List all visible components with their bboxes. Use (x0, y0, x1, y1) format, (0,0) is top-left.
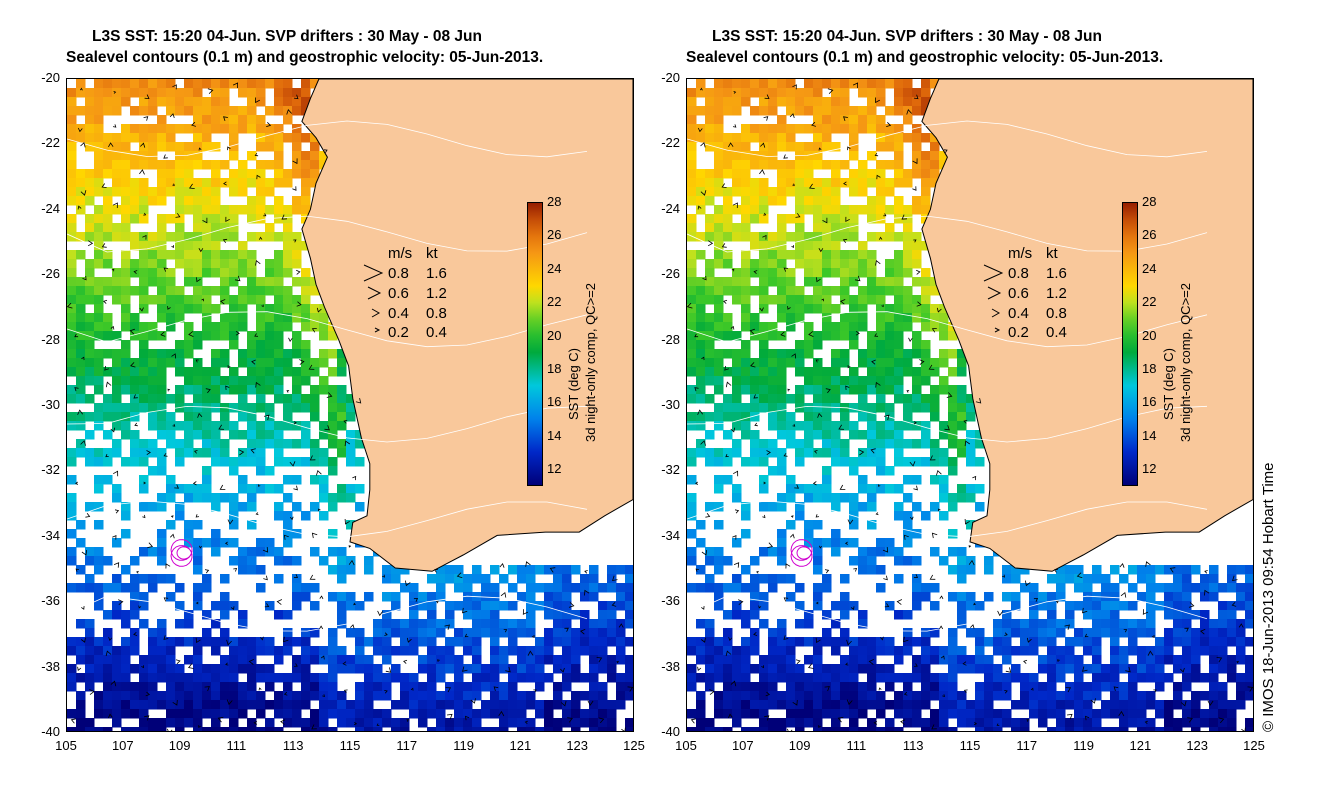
left-title-line2: Sealevel contours (0.1 m) and geostrophi… (66, 49, 544, 66)
lon-tick-label: 117 (396, 738, 418, 753)
colorbar-tick-label: 12 (547, 461, 562, 477)
colorbar-tick-label: 26 (547, 227, 562, 243)
colorbar-tick-label: 28 (547, 194, 562, 209)
colorbar-tick-label: 12 (1142, 461, 1157, 477)
legend-ms-header: m/s (388, 245, 413, 262)
colorbar-tick-label: 20 (1142, 327, 1157, 343)
colorbar-tick-label: 24 (1142, 260, 1157, 276)
lon-tick-label: 107 (731, 738, 754, 753)
right-title-line1: L3S SST: 15:20 04-Jun. SVP drifters : 30… (712, 28, 1102, 45)
colorbar-tick-label: 16 (1142, 394, 1157, 410)
colorbar-tick-label: 14 (1142, 427, 1157, 443)
right-colorbar (1122, 202, 1138, 486)
lon-tick-label: 111 (226, 738, 247, 753)
colorbar-tick-label: 18 (547, 361, 562, 377)
legend-ms-1: 0.6 (1008, 285, 1029, 302)
colorbar-tick-label: 18 (1142, 361, 1157, 377)
lat-tick-label: -30 (41, 397, 60, 412)
lat-tick-label: -22 (661, 135, 680, 151)
legend-kt-0: 1.6 (426, 265, 447, 282)
lon-tick-label: 109 (788, 738, 811, 753)
lat-tick-label: -34 (661, 527, 680, 543)
lat-tick-label: -24 (41, 200, 60, 216)
imos-credit: © IMOS 18-Jun-2013 09:54 Hobart Time (1260, 462, 1277, 732)
legend-ms-0: 0.8 (1008, 265, 1029, 282)
right-title-line2: Sealevel contours (0.1 m) and geostrophi… (686, 49, 1164, 66)
colorbar-tick-label: 20 (547, 327, 562, 343)
lat-tick-label: -24 (661, 200, 680, 216)
legend-kt-header: kt (1046, 245, 1058, 262)
right-sst-map[interactable] (686, 78, 1254, 732)
lat-tick-label: -28 (41, 331, 60, 347)
lat-tick-label: -32 (41, 462, 60, 478)
left-panel: L3S SST: 15:20 04-Jun. SVP drifters : 30… (0, 0, 645, 780)
lat-tick-label: -28 (661, 331, 680, 347)
colorbar-tick-label: 28 (1142, 194, 1157, 209)
lon-tick-label: 123 (1186, 738, 1209, 753)
legend-ms-2: 0.4 (1008, 305, 1029, 322)
lat-tick-label: -22 (41, 135, 60, 151)
legend-arrow-icons (363, 264, 384, 333)
lat-tick-label: -26 (661, 266, 680, 282)
legend-ms-1: 0.6 (388, 285, 409, 302)
lon-tick-label: 113 (282, 738, 304, 753)
lat-tick-label: -20 (661, 70, 680, 85)
lat-tick-label: -32 (661, 462, 680, 478)
legend-kt-0: 1.6 (1046, 265, 1067, 282)
lat-tick-label: -36 (41, 593, 60, 609)
left-colorbar-label-2: 3d night-only comp, QC>=2 (583, 283, 598, 442)
lon-tick-label: 105 (675, 738, 697, 753)
legend-ms-2: 0.4 (388, 305, 409, 322)
lon-tick-label: 107 (111, 738, 134, 753)
lon-tick-label: 125 (1243, 738, 1265, 753)
lon-tick-label: 121 (1129, 738, 1152, 753)
colorbar-tick-label: 16 (547, 394, 562, 410)
colorbar-tick-label: 24 (547, 260, 562, 276)
lat-tick-label: -20 (41, 70, 60, 85)
left-colorbar (527, 202, 543, 486)
lat-tick-label: -36 (661, 593, 680, 609)
lat-tick-label: -38 (661, 658, 680, 674)
lat-tick-label: -34 (41, 527, 60, 543)
legend-kt-2: 0.8 (1046, 305, 1067, 322)
lon-tick-label: 105 (55, 738, 77, 753)
lon-tick-label: 115 (339, 738, 361, 753)
legend-kt-1: 1.2 (426, 285, 447, 302)
right-panel: L3S SST: 15:20 04-Jun. SVP drifters : 30… (620, 0, 1265, 780)
lon-tick-label: 119 (453, 738, 474, 753)
lon-tick-label: 115 (959, 738, 981, 753)
legend-ms-header: m/s (1008, 245, 1033, 262)
lon-tick-label: 119 (1073, 738, 1094, 753)
left-sst-map[interactable] (66, 78, 634, 732)
lon-tick-label: 125 (623, 738, 645, 753)
legend-ms-3: 0.2 (1008, 324, 1029, 341)
lon-tick-label: 109 (168, 738, 191, 753)
lat-tick-label: -40 (41, 724, 60, 739)
lat-tick-label: -40 (661, 724, 680, 739)
legend-kt-3: 0.4 (426, 324, 447, 341)
left-colorbar-label-1: SST (deg C) (566, 347, 581, 420)
lat-tick-label: -38 (41, 658, 60, 674)
lon-tick-label: 111 (846, 738, 867, 753)
colorbar-tick-label: 22 (547, 294, 562, 310)
left-title-line1: L3S SST: 15:20 04-Jun. SVP drifters : 30… (92, 28, 482, 45)
lon-tick-label: 117 (1016, 738, 1038, 753)
right-colorbar-label-1: SST (deg C) (1161, 347, 1176, 420)
legend-arrow-icons (983, 264, 1004, 333)
lon-tick-label: 113 (902, 738, 924, 753)
legend-ms-3: 0.2 (388, 324, 409, 341)
right-colorbar-label-2: 3d night-only comp, QC>=2 (1178, 283, 1193, 442)
legend-kt-header: kt (426, 245, 438, 262)
lat-tick-label: -26 (41, 266, 60, 282)
legend-kt-3: 0.4 (1046, 324, 1067, 341)
colorbar-tick-label: 22 (1142, 294, 1157, 310)
lon-tick-label: 123 (566, 738, 589, 753)
lat-tick-label: -30 (661, 397, 680, 412)
legend-kt-2: 0.8 (426, 305, 447, 322)
lon-tick-label: 121 (509, 738, 532, 753)
legend-kt-1: 1.2 (1046, 285, 1067, 302)
colorbar-tick-label: 26 (1142, 227, 1157, 243)
colorbar-tick-label: 14 (547, 427, 562, 443)
legend-ms-0: 0.8 (388, 265, 409, 282)
